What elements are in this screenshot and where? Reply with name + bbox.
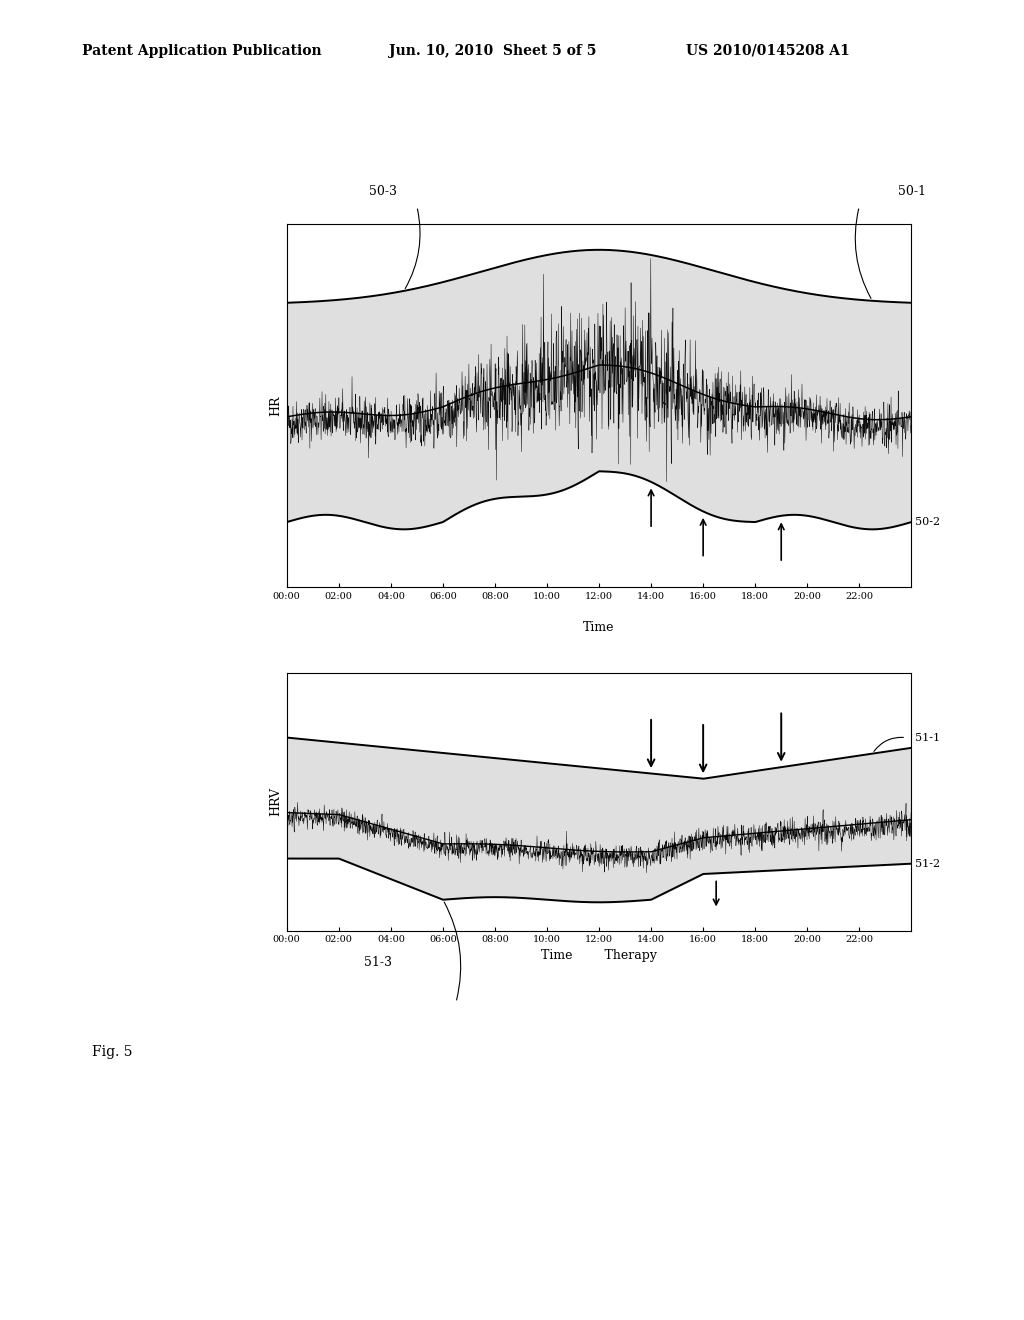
Text: (b): (b) xyxy=(695,685,711,696)
X-axis label: Time        Therapy: Time Therapy xyxy=(541,949,657,962)
Text: Jun. 10, 2010  Sheet 5 of 5: Jun. 10, 2010 Sheet 5 of 5 xyxy=(389,44,597,58)
Text: 50-2: 50-2 xyxy=(915,517,940,527)
Text: 50-1: 50-1 xyxy=(898,185,926,198)
Text: (a): (a) xyxy=(643,685,658,696)
Text: 51-2: 51-2 xyxy=(915,859,940,869)
X-axis label: Time: Time xyxy=(584,620,614,634)
Text: 51-1: 51-1 xyxy=(915,733,940,743)
Text: Fig. 5: Fig. 5 xyxy=(92,1045,133,1059)
Text: (c): (c) xyxy=(774,685,788,696)
Y-axis label: HR: HR xyxy=(269,396,283,416)
Text: Patent Application Publication: Patent Application Publication xyxy=(82,44,322,58)
Text: 51-3: 51-3 xyxy=(364,956,391,969)
Y-axis label: HRV: HRV xyxy=(269,788,283,816)
Text: US 2010/0145208 A1: US 2010/0145208 A1 xyxy=(686,44,850,58)
Text: 50-3: 50-3 xyxy=(369,185,396,198)
